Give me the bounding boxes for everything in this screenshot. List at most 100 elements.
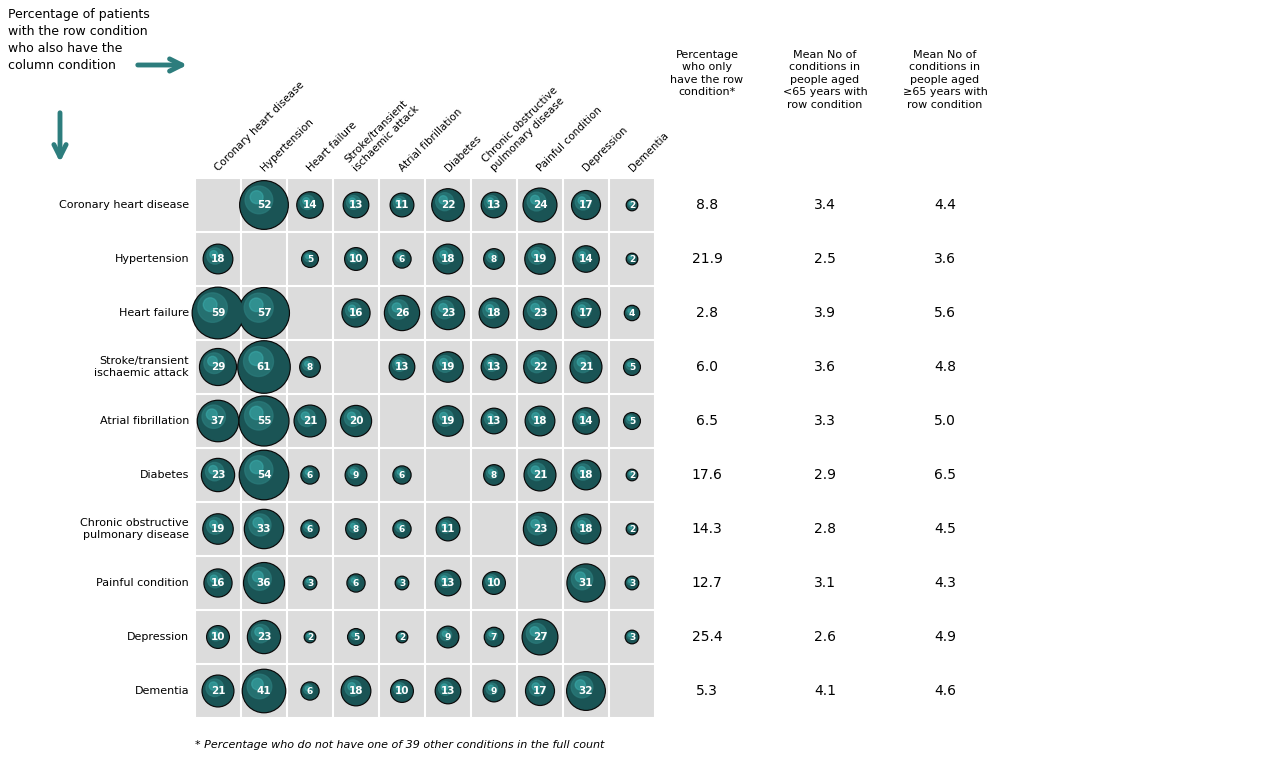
Text: 18: 18: [440, 254, 456, 264]
Circle shape: [484, 680, 504, 702]
Circle shape: [435, 570, 461, 596]
Circle shape: [532, 683, 539, 691]
Text: 17: 17: [579, 200, 594, 210]
Circle shape: [250, 352, 262, 366]
Circle shape: [348, 305, 356, 312]
Circle shape: [434, 353, 462, 381]
Circle shape: [298, 409, 316, 426]
Text: 19: 19: [440, 416, 456, 426]
Circle shape: [440, 250, 448, 258]
Circle shape: [344, 248, 367, 270]
Text: 19: 19: [211, 524, 225, 534]
Circle shape: [209, 466, 218, 474]
Circle shape: [252, 678, 264, 690]
Circle shape: [248, 567, 271, 591]
Circle shape: [525, 298, 556, 329]
Circle shape: [626, 361, 635, 370]
Circle shape: [239, 396, 289, 446]
Circle shape: [393, 357, 406, 371]
Circle shape: [307, 580, 310, 583]
Circle shape: [486, 305, 494, 312]
Circle shape: [398, 578, 404, 585]
Text: 8: 8: [490, 470, 497, 480]
Circle shape: [348, 250, 360, 263]
Circle shape: [352, 632, 356, 636]
Circle shape: [302, 683, 317, 699]
Circle shape: [238, 341, 291, 393]
Circle shape: [302, 360, 314, 370]
Text: 21: 21: [303, 416, 317, 426]
Circle shape: [571, 676, 593, 698]
Circle shape: [627, 308, 635, 315]
Circle shape: [247, 674, 271, 699]
Circle shape: [530, 627, 539, 636]
Circle shape: [394, 683, 406, 695]
Circle shape: [485, 195, 498, 209]
Text: Dementia: Dementia: [627, 130, 669, 173]
Circle shape: [628, 255, 634, 260]
Circle shape: [305, 632, 316, 642]
Circle shape: [483, 302, 499, 319]
Circle shape: [577, 358, 585, 366]
Circle shape: [485, 357, 498, 371]
Circle shape: [212, 631, 218, 636]
Text: 14: 14: [579, 416, 594, 426]
Circle shape: [485, 250, 503, 268]
Circle shape: [394, 251, 410, 267]
Text: 23: 23: [532, 308, 548, 318]
Text: Hypertension: Hypertension: [259, 116, 315, 173]
Circle shape: [439, 196, 448, 204]
Circle shape: [573, 408, 599, 434]
Circle shape: [626, 523, 637, 535]
Text: 23: 23: [257, 632, 271, 642]
Circle shape: [568, 565, 604, 601]
Circle shape: [202, 405, 225, 429]
Circle shape: [630, 202, 632, 205]
Circle shape: [436, 680, 460, 703]
Text: 6.5: 6.5: [934, 468, 956, 482]
Circle shape: [248, 514, 271, 536]
Text: 9: 9: [353, 470, 360, 480]
Circle shape: [241, 398, 288, 445]
Text: 4.1: 4.1: [814, 684, 836, 698]
Text: 6: 6: [399, 525, 406, 533]
Text: 3.1: 3.1: [814, 576, 836, 590]
Text: 24: 24: [532, 200, 548, 210]
Circle shape: [306, 578, 312, 585]
Circle shape: [532, 412, 539, 420]
Circle shape: [306, 632, 315, 642]
Text: 20: 20: [348, 416, 364, 426]
Text: 7: 7: [490, 632, 497, 642]
Circle shape: [348, 575, 364, 591]
Text: 5: 5: [628, 416, 635, 425]
Text: Coronary heart disease: Coronary heart disease: [59, 200, 189, 210]
Text: 21.9: 21.9: [691, 252, 722, 266]
Text: 6: 6: [399, 470, 406, 480]
Text: 9: 9: [490, 687, 497, 695]
Text: Diabetes: Diabetes: [140, 470, 189, 480]
Circle shape: [571, 515, 600, 544]
Circle shape: [242, 670, 285, 713]
Circle shape: [244, 509, 284, 549]
Circle shape: [393, 520, 411, 538]
Circle shape: [575, 518, 591, 534]
Circle shape: [344, 409, 361, 426]
Circle shape: [625, 305, 640, 321]
Text: 3: 3: [307, 578, 314, 587]
Circle shape: [384, 295, 420, 330]
Text: 12.7: 12.7: [691, 576, 722, 590]
Text: 8: 8: [353, 525, 360, 533]
Circle shape: [524, 297, 557, 329]
Circle shape: [489, 253, 494, 258]
Circle shape: [623, 359, 640, 375]
Text: 6: 6: [399, 254, 406, 264]
Circle shape: [197, 401, 238, 442]
Circle shape: [625, 577, 639, 590]
Text: 5.6: 5.6: [934, 306, 956, 320]
Circle shape: [435, 678, 461, 704]
Circle shape: [303, 684, 314, 694]
Circle shape: [431, 297, 465, 329]
Circle shape: [439, 574, 452, 587]
Circle shape: [522, 619, 558, 655]
Text: 3.9: 3.9: [814, 306, 836, 320]
